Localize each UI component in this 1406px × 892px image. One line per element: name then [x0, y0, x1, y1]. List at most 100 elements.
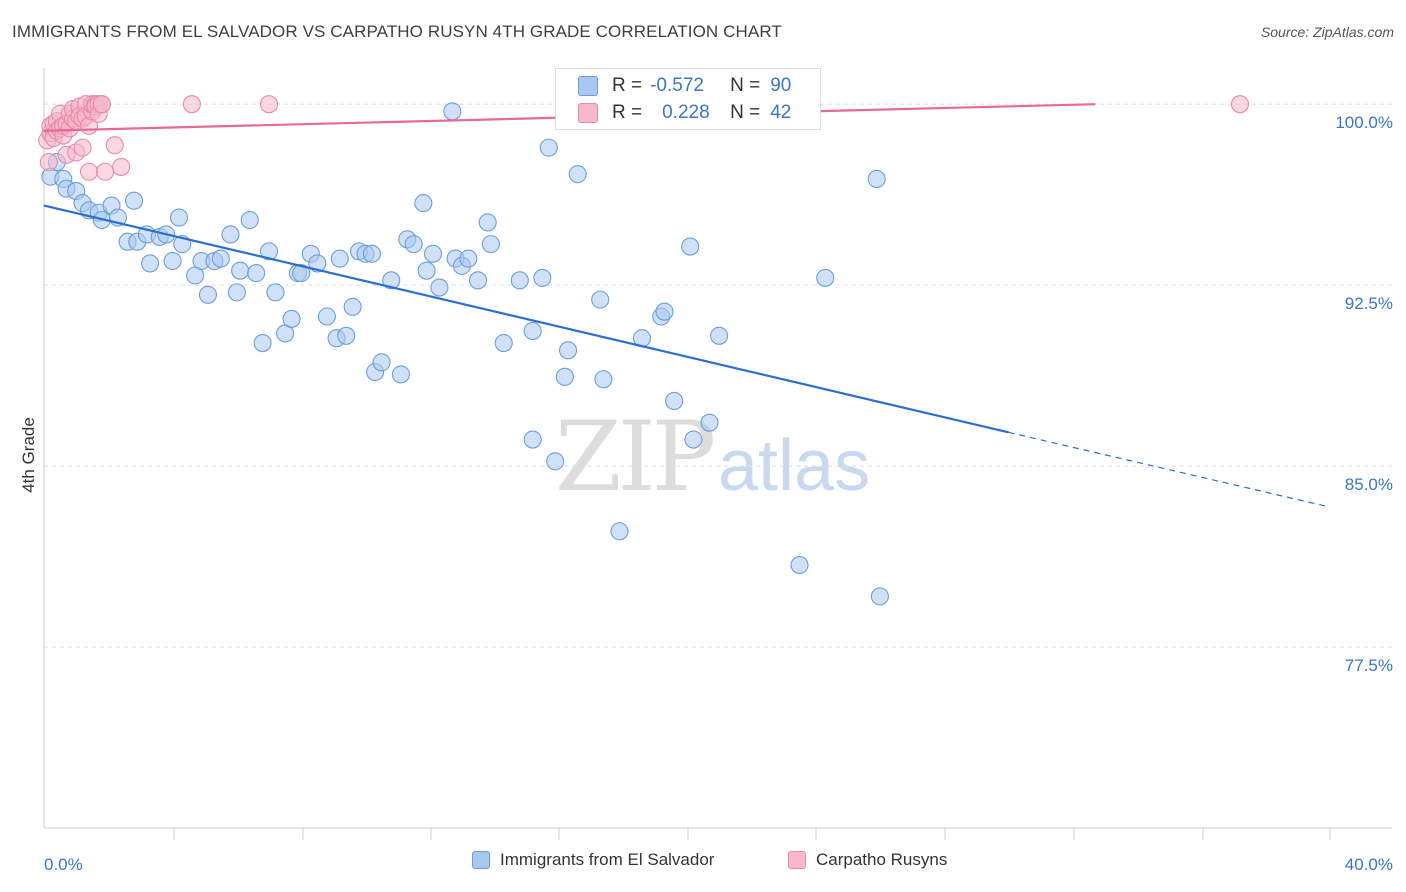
- point-el-salvador: [372, 353, 391, 372]
- stats-row-blue: R = -0.572 N = 90: [578, 75, 791, 97]
- point-el-salvador: [317, 307, 336, 326]
- x-tick-label-max: 40.0%: [1345, 855, 1393, 874]
- point-el-salvador: [710, 326, 729, 345]
- point-el-salvador: [655, 302, 674, 321]
- point-el-salvador: [555, 367, 574, 386]
- stats-n-label-blue: N =: [730, 75, 761, 96]
- point-el-salvador: [382, 271, 401, 290]
- point-carpatho-rusyns: [96, 162, 115, 181]
- point-el-salvador: [247, 264, 266, 283]
- trendline-el-salvador: [43, 204, 1009, 434]
- point-el-salvador: [523, 430, 542, 449]
- point-el-salvador: [684, 430, 703, 449]
- point-el-salvador: [163, 251, 182, 271]
- point-el-salvador: [282, 309, 301, 328]
- trendline-extension-el-salvador: [1008, 431, 1331, 508]
- point-carpatho-rusyns: [105, 136, 124, 155]
- chart-legend: Immigrants from El Salvador Carpatho Rus…: [0, 850, 1406, 878]
- stats-r-value-blue: -0.572: [650, 75, 704, 96]
- point-carpatho-rusyns: [92, 95, 111, 114]
- point-carpatho-rusyns: [112, 157, 131, 176]
- stats-n-label-pink: N =: [730, 102, 761, 123]
- stats-n-value-pink: 42: [770, 102, 792, 123]
- point-el-salvador: [253, 333, 272, 353]
- point-carpatho-rusyns: [259, 95, 279, 114]
- stats-r-label-pink: R =: [612, 102, 643, 123]
- point-el-salvador: [227, 283, 246, 302]
- x-tick-label-min: 0.0%: [44, 855, 83, 874]
- stats-row-pink: R = 0.228 N = 42: [578, 102, 791, 124]
- legend-label-carpatho-rusyns: Carpatho Rusyns: [816, 850, 948, 869]
- point-el-salvador: [404, 235, 423, 254]
- point-el-salvador: [343, 297, 362, 316]
- point-el-salvador: [330, 249, 349, 268]
- stats-box: R = -0.572 N = 90 R = 0.228 N = 42: [555, 68, 821, 130]
- point-carpatho-rusyns: [73, 138, 92, 157]
- legend-swatch-carpatho-rusyns: [788, 851, 806, 869]
- point-el-salvador: [594, 370, 613, 389]
- y-tick-label: 92.5%: [1345, 294, 1393, 313]
- legend-label-el-salvador: Immigrants from El Salvador: [500, 850, 715, 869]
- point-el-salvador: [459, 249, 478, 268]
- chart-source: Source: ZipAtlas.com: [1260, 24, 1394, 40]
- point-el-salvador: [240, 210, 259, 230]
- y-tick-label: 100.0%: [1335, 113, 1393, 132]
- point-el-salvador: [533, 268, 552, 287]
- point-carpatho-rusyns: [1230, 95, 1250, 114]
- point-el-salvador: [211, 249, 230, 268]
- stats-n-value-blue: 90: [770, 75, 792, 96]
- point-el-salvador: [700, 413, 719, 432]
- point-el-salvador: [391, 365, 410, 384]
- point-el-salvador: [337, 326, 356, 345]
- point-el-salvador: [546, 452, 565, 471]
- legend-swatch-el-salvador: [472, 851, 490, 869]
- point-el-salvador: [169, 208, 189, 227]
- point-el-salvador: [443, 102, 462, 121]
- point-el-salvador: [198, 285, 218, 304]
- point-el-salvador: [362, 244, 381, 263]
- y-axis-title: 4th Grade: [19, 417, 38, 493]
- point-el-salvador: [417, 261, 436, 280]
- point-el-salvador: [259, 242, 279, 261]
- point-el-salvador: [221, 225, 240, 244]
- point-el-salvador: [510, 271, 529, 290]
- series-el-salvador: [41, 102, 889, 606]
- point-el-salvador: [430, 278, 449, 297]
- point-el-salvador: [568, 165, 587, 184]
- point-el-salvador: [591, 290, 610, 309]
- point-el-salvador: [141, 254, 160, 273]
- point-el-salvador: [478, 213, 497, 232]
- point-el-salvador: [610, 522, 629, 541]
- point-el-salvador: [423, 244, 443, 263]
- point-el-salvador: [790, 555, 809, 575]
- point-el-salvador: [494, 333, 513, 353]
- stats-r-value-pink: 0.228: [662, 102, 710, 123]
- point-carpatho-rusyns: [39, 153, 58, 172]
- stats-r-label-blue: R =: [612, 75, 643, 96]
- point-el-salvador: [481, 235, 500, 254]
- stats-swatch-blue: [578, 76, 598, 96]
- point-el-salvador: [681, 237, 700, 256]
- point-carpatho-rusyns: [79, 162, 99, 181]
- y-tick-label: 77.5%: [1345, 656, 1393, 675]
- point-el-salvador: [867, 169, 886, 189]
- watermark-zip: ZIP: [555, 401, 714, 513]
- point-el-salvador: [231, 261, 250, 280]
- point-el-salvador: [558, 341, 578, 360]
- point-el-salvador: [292, 264, 311, 283]
- stats-swatch-pink: [578, 103, 598, 123]
- point-el-salvador: [124, 191, 144, 210]
- point-el-salvador: [539, 138, 558, 157]
- point-el-salvador: [468, 271, 488, 290]
- point-el-salvador: [414, 194, 433, 213]
- point-el-salvador: [266, 283, 285, 302]
- chart-title: IMMIGRANTS FROM EL SALVADOR VS CARPATHO …: [12, 22, 782, 41]
- legend-item-carpatho-rusyns[interactable]: Carpatho Rusyns: [788, 850, 947, 870]
- point-el-salvador: [523, 321, 542, 341]
- point-el-salvador: [870, 587, 889, 606]
- legend-item-el-salvador[interactable]: Immigrants from El Salvador: [472, 850, 714, 870]
- point-el-salvador: [816, 268, 835, 287]
- point-carpatho-rusyns: [182, 95, 201, 114]
- y-tick-label: 85.0%: [1345, 475, 1393, 494]
